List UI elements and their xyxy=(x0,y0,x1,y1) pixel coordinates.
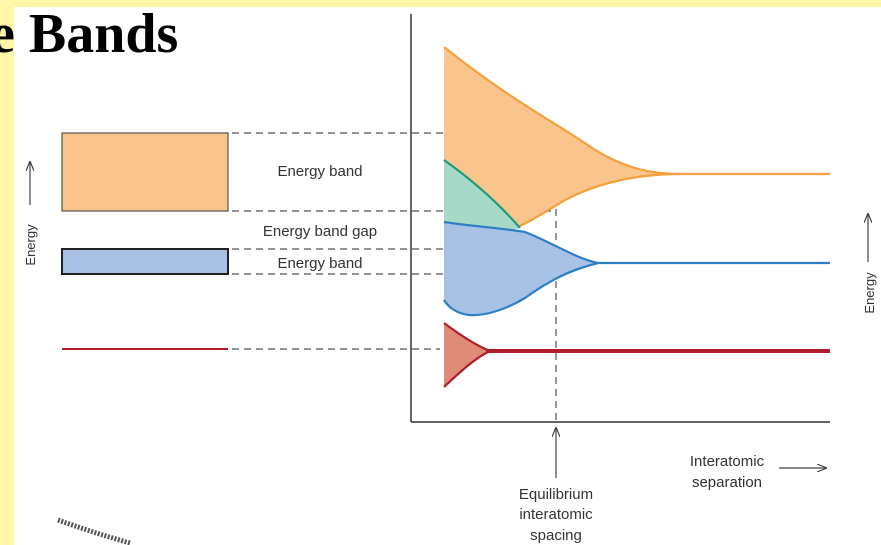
band-gap-label: Energy band gap xyxy=(263,223,377,240)
lower-band-label: Energy band xyxy=(277,255,362,272)
upper-band-top-edge xyxy=(443,46,830,176)
upper-band-label: Energy band xyxy=(277,163,362,180)
slide-title: e Bands xyxy=(0,3,179,65)
decorative-stroke xyxy=(57,517,131,545)
overlap-band-area xyxy=(444,160,520,232)
equilibrium-label-line1: Equilibrium xyxy=(519,486,593,503)
upper-band-area xyxy=(444,47,830,232)
core-band-area xyxy=(444,323,490,387)
slide-left-margin xyxy=(0,0,14,545)
equilibrium-label-line2: interatomic xyxy=(519,506,593,523)
upper-band-box xyxy=(61,132,229,212)
overlap-band-edge xyxy=(443,159,521,229)
lower-band-box xyxy=(61,248,229,275)
lower-band-area xyxy=(444,222,830,316)
energy-axis-label-right: Energy xyxy=(862,272,877,314)
separation-label-line1: Interatomic xyxy=(690,453,765,470)
separation-label-line2: separation xyxy=(692,474,762,491)
slide-top-margin xyxy=(0,0,881,7)
lower-band-top-edge xyxy=(443,220,830,265)
energy-axis-label-left: Energy xyxy=(23,224,38,266)
lower-band-bottom-edge xyxy=(443,261,599,317)
equilibrium-label-line3: spacing xyxy=(530,527,582,544)
